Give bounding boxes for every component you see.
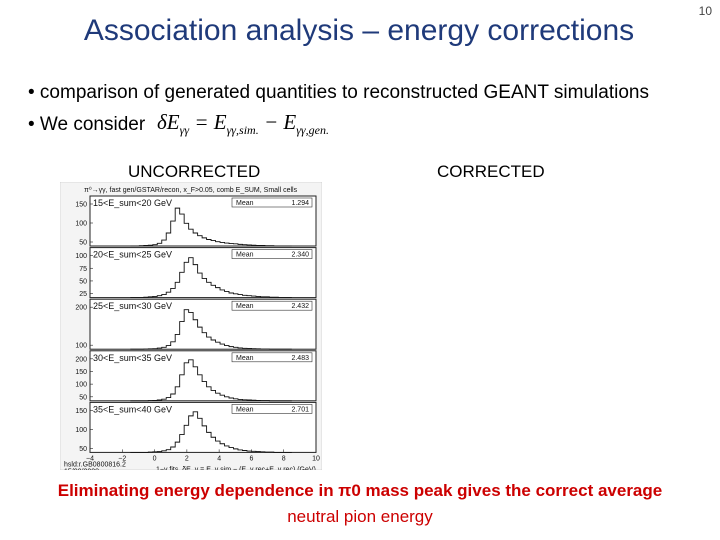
histogram-series-3 bbox=[130, 309, 292, 350]
y-tick-label-4-1: 200 bbox=[75, 356, 87, 363]
x-tick-label-5: 4 bbox=[217, 455, 221, 462]
histogram-series-2 bbox=[130, 257, 292, 299]
y-tick-label-5-1: 150 bbox=[75, 408, 87, 415]
x-tick-label-6: 6 bbox=[249, 455, 253, 462]
y-tick-label-1-2: 100 bbox=[75, 221, 87, 228]
x-tick-label-7: 8 bbox=[282, 455, 286, 462]
formula-eq: = E bbox=[189, 110, 227, 134]
stat-mean-label-2: Mean bbox=[236, 252, 254, 259]
histogram-series-1 bbox=[130, 207, 292, 247]
formula-lhs-sub: γγ bbox=[179, 123, 190, 138]
y-tick-label-4-2: 150 bbox=[75, 369, 87, 376]
y-tick-label-4-3: 100 bbox=[75, 382, 87, 389]
formula-minus: − E bbox=[258, 110, 297, 134]
energy-range-label-4: 30<E_sum<35 GeV bbox=[93, 353, 172, 363]
y-tick-label-1-1: 150 bbox=[75, 202, 87, 209]
x-tick-label-2: −2 bbox=[118, 455, 126, 462]
y-tick-label-5-2: 100 bbox=[75, 427, 87, 434]
energy-difference-formula: δEγγ = Eγγ,sim. − Eγγ,gen. bbox=[157, 110, 329, 138]
y-tick-label-2-3: 50 bbox=[79, 278, 87, 285]
y-tick-label-2-4: 25 bbox=[79, 291, 87, 298]
stat-mean-label-3: Mean bbox=[236, 303, 254, 310]
stat-box-1 bbox=[231, 197, 313, 208]
histogram-series-4 bbox=[130, 359, 292, 402]
energy-range-label-1: 15<E_sum<20 GeV bbox=[93, 198, 172, 208]
stat-mean-label-4: Mean bbox=[236, 355, 254, 362]
footer-line-1: hsld:r.GB0800816.2 bbox=[64, 461, 126, 468]
y-tick-label-1-3: 50 bbox=[79, 240, 87, 247]
bullet-comparison: • comparison of generated quantities to … bbox=[28, 82, 649, 103]
x-tick-label-4: 2 bbox=[185, 455, 189, 462]
histogram-series-5 bbox=[130, 411, 292, 453]
y-tick-label-3-2: 100 bbox=[75, 343, 87, 350]
y-tick-label-3-1: 200 bbox=[75, 305, 87, 312]
stat-mean-label-1: Mean bbox=[236, 200, 254, 207]
y-tick-label-2-2: 75 bbox=[79, 266, 87, 273]
energy-range-label-3: 25<E_sum<30 GeV bbox=[93, 301, 172, 311]
x-tick-label-8: 10 bbox=[312, 455, 320, 462]
formula-t1-sub: γγ,sim. bbox=[226, 123, 259, 138]
x-axis-label: 1−γ fits, δE_γ = E_γ,sim − (E_γ,rec+E_γ,… bbox=[156, 466, 316, 470]
y-tick-label-4-4: 50 bbox=[79, 394, 87, 401]
bullet-we-consider: • We consider bbox=[28, 114, 146, 135]
heading-corrected: CORRECTED bbox=[437, 162, 545, 181]
conclusion-text: Eliminating energy dependence in π0 mass… bbox=[0, 478, 720, 530]
histogram-header: π⁰→γγ, fast gen/GSTAR/recon, x_F>0.05, c… bbox=[84, 186, 298, 194]
conclusion-line-1: Eliminating energy dependence in π0 mass… bbox=[57, 481, 663, 500]
x-tick-label-3: 0 bbox=[153, 455, 157, 462]
stat-box-2 bbox=[231, 249, 313, 259]
stat-mean-label-5: Mean bbox=[236, 406, 254, 413]
x-tick-label-1: −4 bbox=[86, 455, 94, 462]
heading-uncorrected: UNCORRECTED bbox=[128, 162, 261, 181]
stat-mean-value-3: 2.432 bbox=[291, 303, 309, 310]
histogram-panel: π⁰→γγ, fast gen/GSTAR/recon, x_F>0.05, c… bbox=[60, 182, 322, 470]
formula-t2-sub: γγ,gen. bbox=[296, 123, 329, 138]
formula-lhs: δE bbox=[157, 110, 180, 134]
conclusion-line-2: neutral pion energy bbox=[287, 507, 433, 526]
energy-range-label-5: 35<E_sum<40 GeV bbox=[93, 404, 172, 414]
page-number: 10 bbox=[698, 4, 712, 18]
stat-mean-value-1: 1.294 bbox=[291, 200, 309, 207]
stat-mean-value-2: 2.340 bbox=[291, 252, 309, 259]
y-tick-label-5-3: 50 bbox=[79, 446, 87, 453]
stat-mean-value-4: 2.483 bbox=[291, 355, 309, 362]
energy-range-label-2: 20<E_sum<25 GeV bbox=[93, 250, 172, 260]
stat-mean-value-5: 2.701 bbox=[291, 406, 309, 413]
footer-line-2: 15/08/2008 bbox=[64, 468, 99, 470]
stat-box-4 bbox=[231, 352, 313, 363]
y-tick-label-2-1: 100 bbox=[75, 253, 87, 260]
stat-box-5 bbox=[231, 404, 313, 414]
stat-box-3 bbox=[231, 300, 313, 311]
slide-title: Association analysis – energy correction… bbox=[83, 14, 635, 47]
